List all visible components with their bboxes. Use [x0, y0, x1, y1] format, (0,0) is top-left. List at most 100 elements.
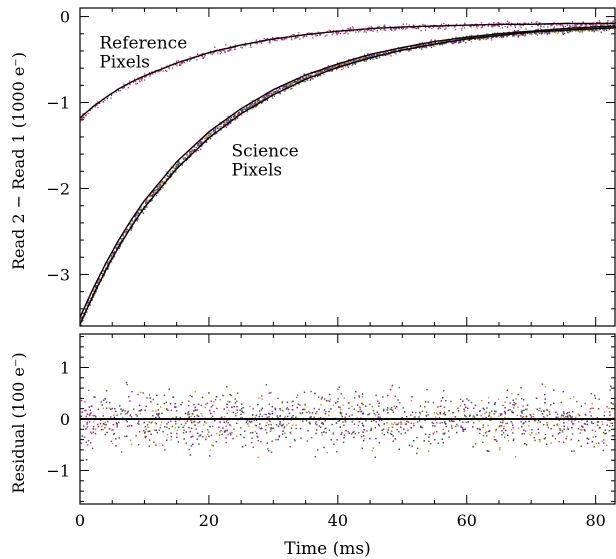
residual-point [166, 434, 169, 436]
residual-point [152, 398, 154, 401]
science-point [185, 159, 187, 162]
science-point [207, 133, 209, 135]
residual-point [529, 434, 531, 436]
science-point [176, 163, 178, 166]
residual-point [337, 398, 339, 400]
science-point [389, 53, 391, 55]
reference-point [223, 50, 225, 52]
science-point [177, 162, 179, 164]
residual-point [613, 435, 615, 437]
residual-point [145, 428, 147, 430]
science-point [86, 305, 89, 307]
residual-point [383, 408, 385, 411]
science-point [137, 217, 139, 219]
science-point [454, 41, 456, 44]
residual-point [526, 408, 528, 410]
science-point [430, 40, 432, 42]
science-point [102, 270, 104, 272]
science-point [291, 81, 293, 83]
residual-point [254, 430, 256, 433]
science-point [515, 30, 517, 32]
reference-point [497, 24, 499, 26]
residual-point [172, 396, 174, 398]
science-point [588, 30, 590, 32]
science-point [134, 215, 136, 217]
residual-point [374, 456, 376, 458]
science-point [323, 69, 326, 71]
science-point [376, 57, 378, 59]
science-point [119, 245, 121, 248]
science-point [476, 38, 478, 40]
reference-point [149, 75, 151, 77]
science-point [430, 39, 433, 41]
residual-point [367, 414, 369, 416]
science-point [101, 275, 103, 277]
science-point [284, 86, 286, 88]
fit-curve-3 [79, 27, 616, 325]
reference-point [390, 28, 393, 30]
residual-point [225, 441, 227, 444]
reference-point [342, 29, 344, 31]
fit-curve-1 [79, 22, 615, 119]
reference-point [224, 51, 226, 54]
residual-point [594, 430, 597, 432]
reference-point [303, 35, 305, 37]
science-point [423, 44, 425, 46]
reference-point [306, 35, 308, 37]
residual-point [566, 428, 569, 430]
reference-point [228, 48, 230, 50]
residual-point [131, 416, 133, 418]
science-point [89, 304, 91, 306]
residual-point [556, 423, 558, 425]
science-point [535, 29, 537, 31]
science-point [277, 92, 280, 94]
science-point [513, 34, 515, 36]
science-point [257, 101, 260, 104]
science-point [208, 132, 211, 134]
reference-point [165, 69, 167, 72]
residual-point [230, 394, 232, 397]
reference-point [504, 25, 506, 28]
reference-point [280, 39, 282, 41]
science-point [265, 95, 268, 97]
science-point [348, 64, 351, 66]
science-point [175, 166, 177, 168]
residual-point [584, 402, 586, 405]
residual-point [421, 410, 424, 412]
reference-point [582, 21, 584, 24]
science-point [418, 47, 420, 49]
residual-point [541, 413, 544, 415]
science-point [323, 73, 325, 76]
science-point [140, 206, 142, 208]
science-point [257, 100, 259, 102]
residual-point [339, 411, 342, 413]
science-point [243, 108, 245, 110]
residual-point [212, 404, 214, 407]
science-point [186, 154, 188, 156]
science-point [298, 83, 300, 85]
science-point [178, 161, 180, 163]
reference-point [550, 25, 552, 27]
residual-point [472, 426, 474, 428]
science-point [567, 32, 569, 34]
reference-point [214, 46, 216, 48]
residual-point [550, 404, 552, 406]
residual-point [146, 397, 148, 399]
science-point [329, 68, 331, 70]
science-point [205, 138, 207, 140]
science-point [279, 92, 281, 94]
reference-point [302, 36, 304, 39]
science-point [419, 42, 421, 44]
science-point [287, 84, 289, 86]
reference-point [496, 24, 498, 26]
reference-point [151, 71, 153, 73]
residual-point [399, 402, 401, 404]
science-point [283, 85, 285, 88]
science-point [311, 78, 313, 80]
science-point [295, 82, 297, 84]
reference-point [138, 78, 140, 80]
reference-point [201, 55, 203, 57]
reference-point [564, 25, 566, 28]
science-point [112, 258, 114, 260]
